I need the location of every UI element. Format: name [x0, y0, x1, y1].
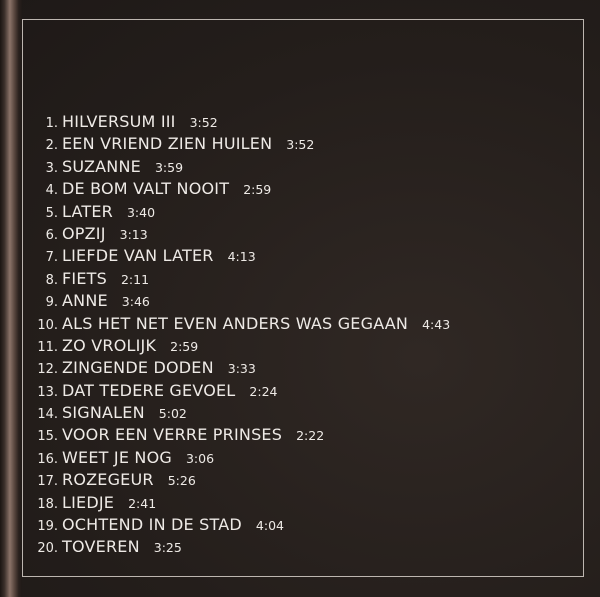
track-number: 2.	[45, 138, 58, 154]
track-row: 18. LIEDJE 2:41	[30, 492, 450, 514]
track-duration: 4:13	[227, 249, 256, 265]
track-number: 7.	[45, 250, 58, 266]
track-duration: 2:24	[249, 383, 278, 399]
track-row: 8. FIETS 2:11	[30, 268, 450, 290]
track-title: VOOR EEN VERRE PRINSES	[62, 425, 283, 445]
track-title: ZO VROLIJK	[62, 335, 157, 355]
track-title: LIEFDE VAN LATER	[62, 246, 214, 266]
track-title: ZINGENDE DODEN	[62, 358, 214, 378]
track-number: 6.	[45, 227, 58, 243]
track-row: 17. ROZEGEUR 5:26	[30, 469, 450, 491]
track-row: 10. ALS HET NET EVEN ANDERS WAS GEGAAN 4:4…	[30, 313, 450, 335]
track-number: 1.	[45, 116, 58, 131]
track-duration: 3:52	[189, 115, 218, 130]
track-title: OPZIJ	[62, 223, 106, 243]
track-number: 13.	[37, 384, 58, 400]
track-duration: 3:33	[227, 361, 256, 377]
track-row: 4. DE BOM VALT NOOIT 2:59	[30, 178, 450, 200]
track-duration: 4:43	[422, 316, 451, 332]
track-row: 14. SIGNALEN 5:02	[30, 402, 450, 424]
track-duration: 3:59	[154, 159, 184, 175]
track-duration: 2:59	[243, 182, 272, 198]
track-number: 18.	[37, 496, 58, 512]
track-number: 11.	[37, 339, 58, 355]
track-row: 2. EEN VRIEND ZIEN HUILEN 3:52	[30, 133, 450, 155]
track-title: EEN VRIEND ZIEN HUILEN	[62, 134, 273, 154]
tracklist: 1. HILVERSUM III 3:52 2. EEN VRIEND ZIEN HUI…	[30, 111, 450, 559]
track-number: 5.	[45, 205, 58, 221]
track-duration: 3:06	[185, 450, 215, 466]
track-row: 16. WEET JE NOG 3:06	[30, 447, 450, 469]
track-title: SUZANNE	[62, 156, 141, 176]
track-title: DE BOM VALT NOOIT	[62, 179, 230, 199]
track-duration: 5:02	[158, 406, 187, 422]
track-duration: 3:40	[126, 204, 156, 220]
track-duration: 4:04	[255, 518, 284, 534]
track-title: WEET JE NOG	[62, 447, 172, 467]
track-row: 3. SUZANNE 3:59	[30, 156, 450, 178]
booklet-frame	[22, 19, 584, 577]
track-number: 16.	[37, 451, 58, 467]
track-row: 15. VOOR EEN VERRE PRINSES 2:22	[30, 424, 450, 446]
track-title: HILVERSUM III	[62, 112, 176, 131]
booklet-spine	[0, 0, 22, 597]
track-number: 8.	[45, 272, 58, 288]
track-duration: 3:46	[121, 294, 150, 310]
track-title: ALS HET NET EVEN ANDERS WAS GEGAAN	[62, 313, 409, 333]
track-row: 11. ZO VROLIJK 2:59	[30, 335, 450, 357]
track-number: 4.	[45, 183, 58, 199]
track-title: TOVEREN	[62, 537, 140, 557]
track-row: 20. TOVEREN 3:25	[30, 536, 450, 558]
track-duration: 3:13	[119, 226, 148, 242]
track-number: 20.	[37, 541, 58, 557]
track-number: 19.	[37, 519, 58, 535]
track-number: 10.	[37, 317, 58, 333]
track-title: DAT TEDERE GEVOEL	[62, 380, 236, 400]
track-number: 9.	[45, 295, 58, 311]
track-row: 6. OPZIJ 3:13	[30, 223, 450, 245]
track-number: 14.	[37, 407, 58, 423]
track-duration: 3:52	[286, 137, 315, 153]
track-row: 9. ANNE 3:46	[30, 290, 450, 312]
track-duration: 2:11	[120, 271, 150, 287]
track-row: 1. HILVERSUM III 3:52	[30, 111, 450, 133]
track-duration: 5:26	[167, 473, 196, 489]
track-title: LATER	[62, 201, 113, 221]
track-row: 7. LIEFDE VAN LATER 4:13	[30, 245, 450, 267]
track-duration: 3:25	[153, 540, 182, 556]
track-duration: 2:41	[128, 495, 157, 511]
track-row: 12. ZINGENDE DODEN 3:33	[30, 357, 450, 379]
track-row: 19. OCHTEND IN DE STAD 4:04	[30, 514, 450, 536]
track-duration: 2:22	[296, 428, 325, 444]
track-number: 17.	[37, 474, 58, 490]
track-title: OCHTEND IN DE STAD	[62, 515, 242, 535]
track-title: SIGNALEN	[62, 403, 145, 423]
track-row: 13. DAT TEDERE GEVOEL 2:24	[30, 380, 450, 402]
track-title: ANNE	[62, 291, 108, 311]
track-title: ROZEGEUR	[62, 470, 154, 490]
track-number: 15.	[37, 429, 58, 445]
track-row: 5. LATER 3:40	[30, 201, 450, 223]
track-number: 3.	[45, 160, 58, 176]
track-number: 12.	[37, 362, 58, 378]
track-title: FIETS	[62, 268, 107, 288]
track-title: LIEDJE	[62, 492, 115, 512]
track-duration: 2:59	[170, 338, 199, 354]
